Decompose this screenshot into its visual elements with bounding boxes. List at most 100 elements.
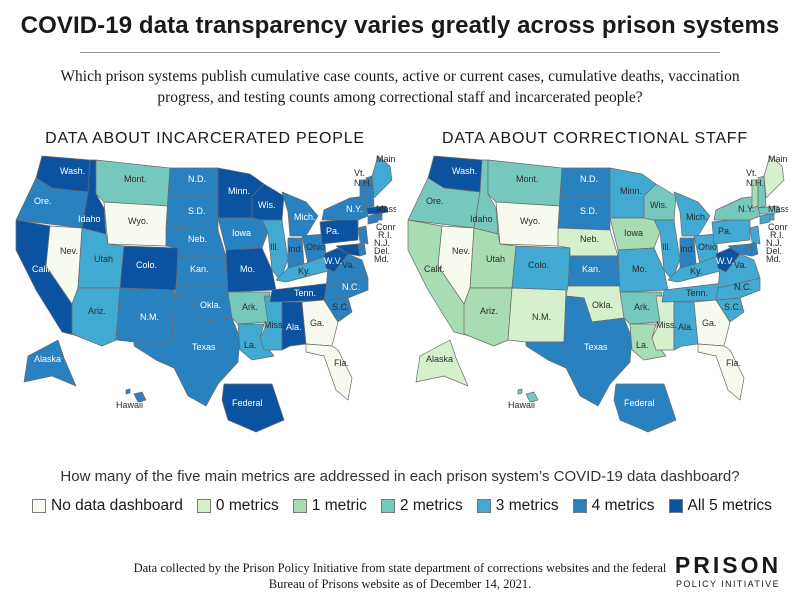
state-label-co: Colo. [136,260,157,270]
state-label-ny: N.Y. [738,204,754,214]
state-shape-ar [227,291,271,325]
state-label-ms: Miss. [656,320,677,330]
state-label-nv: Nev. [452,246,470,256]
state-label-fl: Fla. [334,358,349,368]
state-label-nh: N.H. [354,178,372,188]
legend-item: 1 metric [292,497,367,515]
state-label-nm: N.M. [532,312,551,322]
map-heading-incarcerated: DATA ABOUT INCARCERATED PEOPLE [45,130,365,147]
state-shape-ct [367,213,379,225]
state-label-wy: Wyo. [520,216,540,226]
state-label-ky: Ky. [298,266,310,276]
legend-item: No data dashboard [32,497,183,515]
state-label-wy: Wyo. [128,216,148,226]
state-label-wv: W.V. [324,256,342,266]
state-label-il: Ill. [662,242,671,252]
legend-swatch [668,499,683,513]
state-label-ky: Ky. [690,266,702,276]
legend-label: 3 metrics [495,497,559,514]
state-label-al: Ala. [286,322,302,332]
legend-question: How many of the five main metrics are ad… [60,468,740,485]
state-label-nc: N.C. [342,282,360,292]
legend-swatch [476,499,491,513]
state-label-ne: Neb. [188,234,207,244]
state-shape-mo [225,247,277,293]
state-label-mt: Mont. [124,174,147,184]
legend-label: 0 metrics [215,497,279,514]
logo-main-text: PRISON [674,552,782,578]
state-label-tn: Tenn. [294,288,316,298]
state-label-il: Ill. [270,242,279,252]
state-label-oh: Ohio [306,242,325,252]
state-label-ga: Ga. [310,318,325,328]
state-label-ma: Mass. [768,204,788,214]
state-label-ok: Okla. [592,300,613,310]
state-label-va: Va. [734,260,747,270]
state-shape-mo [617,247,669,293]
state-shape-fl [697,343,745,401]
state-label-wa: Wash. [452,166,477,176]
state-label-sc: S.C. [724,302,742,312]
state-label-wi: Wis. [650,200,668,210]
state-shape-wv [715,247,741,273]
state-label-mi: Mich. [686,212,708,222]
state-label-nj: N.J. [374,238,390,248]
state-shape-ak [23,339,77,387]
state-label-hi: Hawaii [116,400,143,410]
map-incarcerated-people: Wash. Ore. Calif. Nev. Idaho Mont. Wyo. Utah Col… [15,154,396,433]
state-label-me: Maine [376,154,396,164]
state-label-hi: Hawaii [508,400,535,410]
state-label-nj: N.J. [766,238,782,248]
chart-subtitle: Which prison systems publish cumulative … [60,68,740,106]
state-label-sc: S.C. [332,302,350,312]
state-label-az: Ariz. [88,306,106,316]
legend-swatch [196,499,211,513]
state-label-ca: Calif. [32,264,53,274]
map-heading-staff: DATA ABOUT CORRECTIONAL STAFF [442,130,748,147]
source-note: Data collected by the Prison Policy Init… [133,561,667,591]
state-shape-hi-island [125,388,131,395]
state-shape-ga [693,299,731,347]
state-label-tx: Texas [192,342,216,352]
state-shape-tx [525,295,633,407]
state-label-ar: Ark. [242,302,258,312]
chart-title: COVID-19 data transparency varies greatl… [20,12,780,39]
state-label-la: La. [636,340,649,350]
prison-policy-initiative-logo: PRISON POLICY INITIATIVE [668,553,788,589]
state-label-az: Ariz. [480,306,498,316]
state-label-ri: R.I. [378,230,392,240]
logo-sub-text: POLICY INITIATIVE [676,579,780,589]
state-label-de: Del. [374,246,390,256]
state-label-nc: N.C. [734,282,752,292]
state-label-vt: Vt. [354,168,365,178]
state-label-ks: Kan. [582,264,601,274]
state-label-ne: Neb. [580,234,599,244]
state-label-tn: Tenn. [686,288,708,298]
state-label-ia: Iowa [624,228,643,238]
state-label-ct: Conn. [768,222,788,232]
state-label-mi: Mich. [294,212,316,222]
title-divider [80,52,720,53]
state-shape-bop [221,383,285,433]
state-label-id: Idaho [470,214,493,224]
legend-label: No data dashboard [51,497,183,514]
state-label-ak: Alaska [426,354,453,364]
state-label-in: Ind. [680,244,695,254]
state-shape-nj [749,225,761,245]
state-label-in: Ind. [288,244,303,254]
state-label-ga: Ga. [702,318,717,328]
state-label-ct: Conn. [376,222,396,232]
state-label-sd: S.D. [188,206,206,216]
state-label-me: Maine [768,154,788,164]
state-label-ny: N.Y. [346,204,362,214]
state-shape-ma [757,205,781,215]
state-label-ak: Alaska [34,354,61,364]
state-shape-az [463,287,513,347]
state-label-md: Md. [374,254,389,264]
state-label-co: Colo. [528,260,549,270]
state-shape-ct [759,213,771,225]
state-label-al: Ala. [678,322,694,332]
state-label-wa: Wash. [60,166,85,176]
state-label-ma: Mass. [376,204,396,214]
legend-label: 4 metrics [591,497,655,514]
